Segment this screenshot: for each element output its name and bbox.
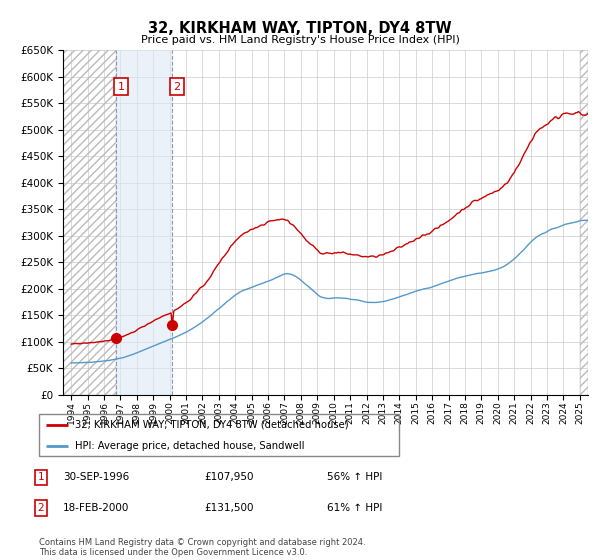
Text: 2: 2 (37, 503, 44, 513)
Text: £131,500: £131,500 (204, 503, 254, 513)
Text: 2: 2 (173, 82, 180, 92)
Text: HPI: Average price, detached house, Sandwell: HPI: Average price, detached house, Sand… (75, 441, 305, 451)
Text: 1: 1 (118, 82, 125, 92)
Text: 18-FEB-2000: 18-FEB-2000 (63, 503, 130, 513)
Text: 61% ↑ HPI: 61% ↑ HPI (327, 503, 382, 513)
Bar (116, 50, 172, 395)
Text: Contains HM Land Registry data © Crown copyright and database right 2024.
This d: Contains HM Land Registry data © Crown c… (39, 538, 365, 557)
Text: 56% ↑ HPI: 56% ↑ HPI (327, 472, 382, 482)
Text: Price paid vs. HM Land Registry's House Price Index (HPI): Price paid vs. HM Land Registry's House … (140, 35, 460, 45)
Text: 30-SEP-1996: 30-SEP-1996 (63, 472, 129, 482)
Bar (580, 50, 588, 395)
Text: 32, KIRKHAM WAY, TIPTON, DY4 8TW: 32, KIRKHAM WAY, TIPTON, DY4 8TW (148, 21, 452, 36)
Text: £107,950: £107,950 (204, 472, 254, 482)
Text: 1: 1 (37, 472, 44, 482)
Text: 32, KIRKHAM WAY, TIPTON, DY4 8TW (detached house): 32, KIRKHAM WAY, TIPTON, DY4 8TW (detach… (75, 420, 349, 430)
Bar (63, 50, 116, 395)
